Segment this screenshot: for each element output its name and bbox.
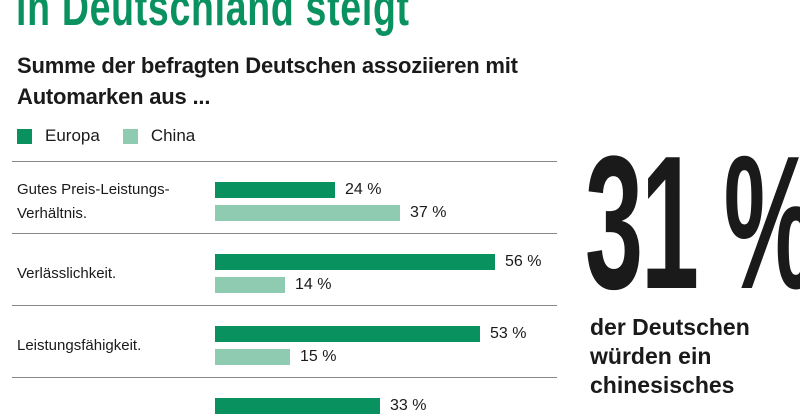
category-label: Verlässlichkeit. <box>17 265 117 282</box>
bar-china <box>215 349 290 365</box>
callout-line: chinesisches <box>590 372 735 398</box>
bar-china <box>215 277 285 293</box>
bar-europa <box>215 254 495 270</box>
category-label: Gutes Preis-Leistungs- Verhältnis. <box>17 178 192 226</box>
legend-label-europa: Europa <box>45 126 100 145</box>
row-divider <box>12 377 557 378</box>
bar-europa <box>215 398 380 414</box>
callout-line: der Deutschen <box>590 314 750 340</box>
category-label-line: Gutes Preis-Leistungs- <box>17 181 170 198</box>
chart-title: Summe der befragten Deutschen assoziiere… <box>17 53 518 109</box>
bar-europa <box>215 326 480 342</box>
legend-swatch-china <box>122 128 138 144</box>
data-label: 37 % <box>410 204 447 221</box>
callout-line: würden ein <box>590 343 712 369</box>
callout-value: 31 % <box>585 117 800 329</box>
legend: Europa China <box>17 126 218 146</box>
data-label: 14 % <box>295 276 332 293</box>
row-divider <box>12 161 557 162</box>
data-label: 53 % <box>490 325 527 342</box>
legend-label-china: China <box>150 126 196 145</box>
data-label: 56 % <box>505 253 542 270</box>
row-divider <box>12 233 557 234</box>
bar-china <box>215 205 400 221</box>
data-label: 24 % <box>345 181 382 198</box>
headline: in Deutschland steigt <box>16 0 410 37</box>
category-label: Leistungsfähigkeit. <box>17 337 142 354</box>
category-label-line: Verhältnis. <box>17 205 88 222</box>
data-label: 33 % <box>390 397 427 414</box>
row-divider <box>12 305 557 306</box>
data-label: 15 % <box>300 348 337 365</box>
legend-swatch-europa <box>17 128 32 144</box>
callout-text: der Deutschen würden ein chinesisches <box>590 313 750 400</box>
bar-europa <box>215 182 335 198</box>
